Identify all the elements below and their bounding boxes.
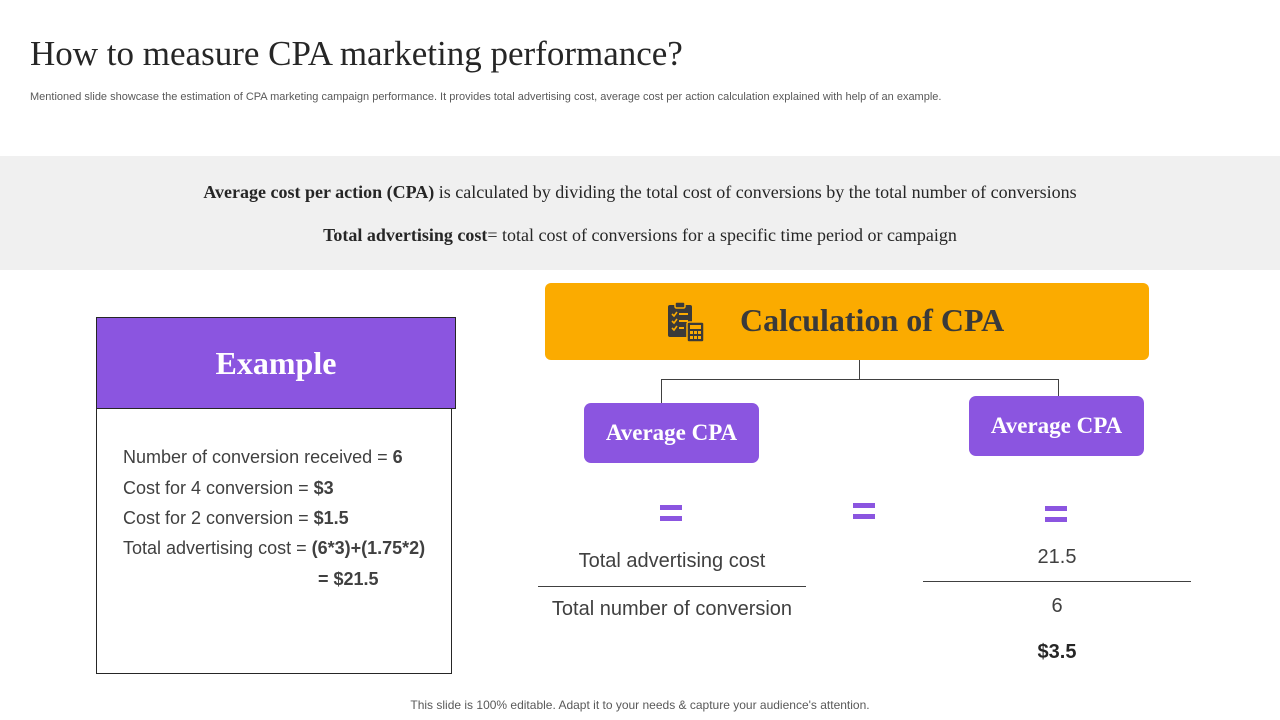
fraction-bar-right [923, 581, 1191, 582]
page-title: How to measure CPA marketing performance… [30, 34, 683, 73]
cpa-result: $3.5 [1037, 641, 1077, 663]
tac-term: Total advertising cost [323, 225, 488, 245]
example-value: 6 [392, 447, 403, 467]
footer-note: This slide is 100% editable. Adapt it to… [410, 698, 870, 712]
example-line-cost-4: Cost for 4 conversion = $3 [123, 478, 334, 499]
example-value: (6*3)+(1.75*2) [311, 538, 426, 558]
cpa-term: Average cost per action (CPA) [203, 182, 435, 202]
tac-definition-text: = total cost of conversions for a specif… [487, 225, 957, 245]
cpa-definition: Average cost per action (CPA) is calcula… [0, 182, 1280, 203]
average-cpa-pill-right: Average CPA [969, 396, 1144, 456]
example-label: Cost for 4 conversion = [123, 478, 314, 498]
example-line-conversions: Number of conversion received = 6 [123, 447, 403, 468]
fraction-numerator-left: Total advertising cost [578, 550, 766, 572]
equals-icon-middle [853, 503, 875, 519]
average-cpa-pill-left: Average CPA [584, 403, 759, 463]
fraction-denominator-right: 6 [1051, 595, 1063, 617]
fraction-denominator-left: Total number of conversion [551, 598, 793, 620]
calculation-heading: Calculation of CPA [740, 302, 1005, 338]
example-value: $3 [313, 478, 334, 498]
example-label: Cost for 2 conversion = [123, 508, 314, 528]
example-value: $1.5 [313, 508, 349, 528]
example-heading: Example [96, 317, 456, 409]
fraction-numerator-right: 21.5 [1037, 546, 1077, 568]
tac-definition: Total advertising cost= total cost of co… [0, 225, 1280, 246]
calculation-header [545, 283, 1149, 360]
clipboard-calculator-icon [664, 300, 708, 344]
connector-stem [859, 360, 860, 380]
connector-bar [661, 379, 1059, 380]
connector-left [661, 379, 662, 404]
example-line-total-result: = $21.5 [318, 569, 379, 590]
example-value: = $21.5 [318, 569, 379, 589]
connector-right [1058, 379, 1059, 397]
equals-icon-left [660, 505, 682, 521]
definition-band [0, 156, 1280, 270]
equals-icon-right [1045, 506, 1067, 522]
cpa-definition-text: is calculated by dividing the total cost… [434, 182, 1077, 202]
example-line-cost-2: Cost for 2 conversion = $1.5 [123, 508, 349, 529]
example-label: Total advertising cost = [123, 538, 312, 558]
example-label: Number of conversion received = [123, 447, 393, 467]
example-line-total: Total advertising cost = (6*3)+(1.75*2) [123, 538, 425, 559]
page-subtitle: Mentioned slide showcase the estimation … [30, 91, 942, 103]
fraction-bar-left [538, 586, 806, 587]
